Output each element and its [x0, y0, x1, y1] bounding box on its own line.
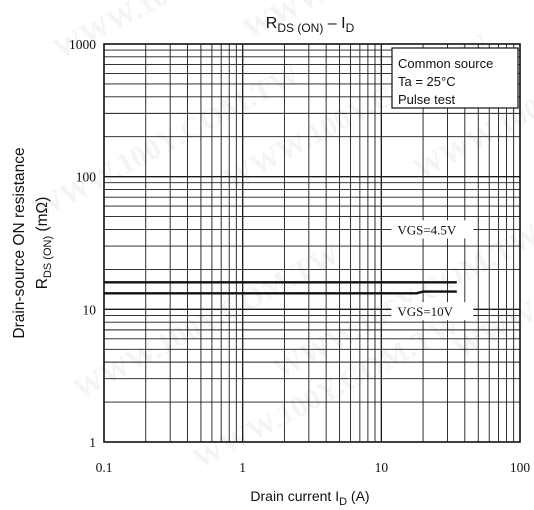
series-label-bg [391, 220, 474, 239]
legend-box: Common source Ta = 25°C Pulse test [391, 47, 519, 109]
series-label: VGS=10V [397, 304, 453, 319]
y-tick-label: 10 [83, 302, 97, 317]
series-line [104, 290, 457, 295]
ylabel-line2-main: R [34, 278, 51, 289]
title-mid: – I [323, 15, 345, 32]
title-sub2: D [346, 21, 355, 35]
y-tick-label: 100 [76, 170, 97, 185]
y-tick-label: 1000 [69, 37, 96, 52]
series-label-bg [391, 302, 474, 321]
x-axis-label: Drain current ID (A) [250, 488, 369, 508]
x-tick-label: 100 [510, 460, 531, 475]
ylabel-line1: Drain-source ON resistance [11, 147, 28, 338]
title-sub: DS (ON) [277, 21, 323, 35]
ylabel-line2-unit: (mΩ) [34, 197, 51, 236]
xlabel-unit: (A) [347, 488, 370, 504]
ylabel-line2: RDS (ON) (mΩ) [34, 197, 54, 290]
xlabel-sub: D [339, 496, 347, 508]
chart-title: RDS (ON) – ID [266, 15, 355, 35]
y-tick-label: 1 [89, 435, 96, 450]
plot-frame [103, 43, 521, 443]
series-layer: VGS=4.5V VGS=10V [104, 220, 474, 321]
legend-line-3: Pulse test [398, 92, 455, 107]
x-tick-label: 1 [239, 460, 246, 475]
series-label: VGS=4.5V [397, 222, 457, 237]
x-tick-label: 10 [375, 460, 389, 475]
grid [104, 44, 520, 442]
y-axis-label: Drain-source ON resistance RDS (ON) (mΩ) [11, 147, 54, 338]
legend-frame [391, 47, 519, 109]
legend-line-2: Ta = 25°C [398, 74, 456, 89]
title-main: R [266, 15, 278, 32]
ylabel-line2-sub: DS (ON) [42, 236, 54, 278]
xlabel-main: Drain current I [250, 488, 339, 504]
x-tick-label: 0.1 [96, 460, 113, 475]
legend-line-1: Common source [398, 56, 493, 71]
